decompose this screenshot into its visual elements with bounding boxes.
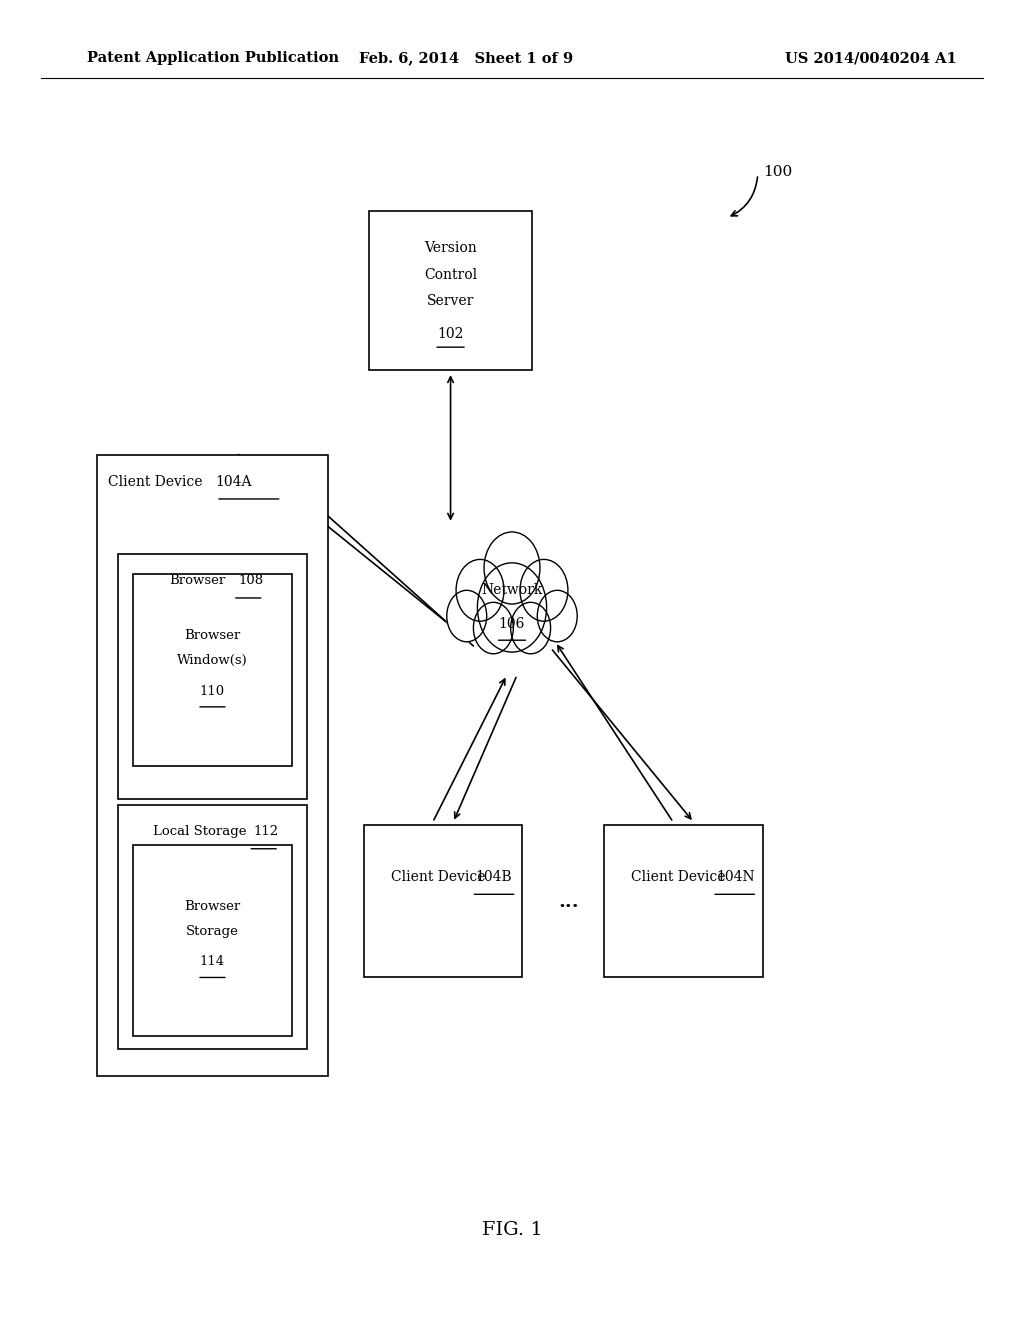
Text: 104A: 104A [215,475,252,488]
FancyBboxPatch shape [97,455,328,1076]
Text: Storage: Storage [186,925,239,937]
Circle shape [538,590,578,642]
Text: 104N: 104N [717,870,755,884]
Circle shape [511,602,551,653]
Text: 108: 108 [238,574,263,587]
Circle shape [446,590,486,642]
Text: Browser: Browser [169,574,225,587]
Text: Window(s): Window(s) [177,655,248,667]
FancyBboxPatch shape [133,845,292,1036]
Text: Local Storage: Local Storage [154,825,247,838]
FancyBboxPatch shape [364,825,522,977]
Text: Version: Version [424,242,477,255]
Text: 102: 102 [437,327,464,341]
Text: Browser: Browser [184,900,241,912]
Text: Control: Control [424,268,477,281]
FancyBboxPatch shape [118,805,307,1049]
Text: Browser: Browser [184,630,241,642]
Circle shape [473,602,513,653]
Text: Client Device: Client Device [390,870,485,884]
Text: 112: 112 [254,825,279,838]
Text: Patent Application Publication: Patent Application Publication [87,51,339,65]
Text: 106: 106 [499,618,525,631]
Text: ...: ... [558,892,579,911]
Text: Client Device: Client Device [631,870,726,884]
FancyBboxPatch shape [133,574,292,766]
Text: 110: 110 [200,685,225,697]
Text: US 2014/0040204 A1: US 2014/0040204 A1 [784,51,956,65]
Circle shape [520,560,568,622]
Text: Client Device: Client Device [108,475,202,488]
Text: 114: 114 [200,956,225,968]
Circle shape [456,560,504,622]
FancyBboxPatch shape [118,554,307,799]
Text: Feb. 6, 2014   Sheet 1 of 9: Feb. 6, 2014 Sheet 1 of 9 [358,51,573,65]
Circle shape [477,562,547,652]
Text: 104B: 104B [475,870,512,884]
FancyBboxPatch shape [604,825,763,977]
Text: 100: 100 [763,165,793,178]
Circle shape [484,532,540,605]
Text: FIG. 1: FIG. 1 [481,1221,543,1239]
Text: Server: Server [427,294,474,308]
FancyBboxPatch shape [369,211,532,370]
Text: Network: Network [481,583,543,597]
